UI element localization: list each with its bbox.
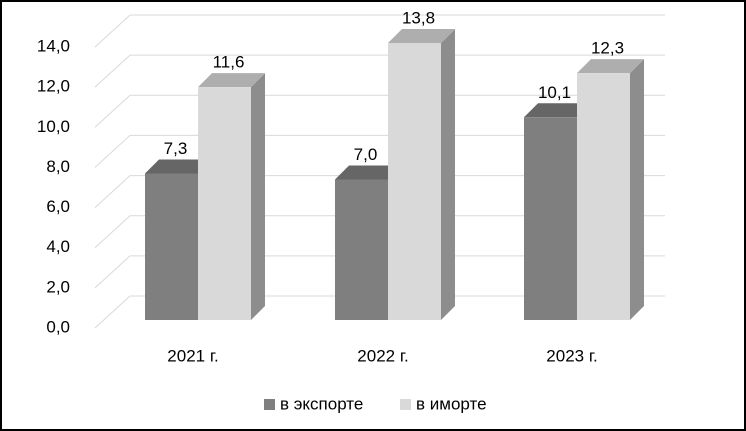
legend-label: в иморте [416,394,487,413]
bar-side [630,59,644,320]
bar-side [251,73,265,321]
value-label: 10,1 [538,83,571,102]
value-label: 13,8 [402,8,435,27]
bar [335,179,388,320]
bar [198,87,251,321]
legend-swatch [264,399,275,410]
grid-line-side [94,14,131,48]
bar-top [145,159,212,174]
value-label: 7,3 [164,139,188,158]
grid-line-side [94,295,131,329]
legend-swatch [400,399,411,410]
grid-line-side [94,135,131,168]
grid-line-side [94,94,131,128]
x-tick-label: 2023 г. [546,346,597,365]
x-tick-label: 2022 г. [357,346,408,365]
bar [524,117,577,321]
y-tick-label: 12,0 [37,77,70,96]
grid-line-side [94,175,131,208]
legend-label: в экспорте [280,394,363,413]
value-label: 12,3 [591,39,624,58]
y-tick-label: 2,0 [46,277,70,296]
x-tick-label: 2021 г. [167,346,218,365]
grid-line-side [94,215,131,249]
y-tick-label: 8,0 [46,157,70,176]
grid-line-side [94,54,131,88]
y-tick-label: 10,0 [37,117,70,136]
bar [577,73,630,320]
bar [145,173,198,320]
grid-line-side [94,255,131,289]
bar-top [577,59,644,74]
y-tick-label: 0,0 [46,317,70,336]
value-label: 7,0 [354,145,378,164]
y-tick-label: 14,0 [37,36,70,55]
y-tick-label: 4,0 [46,237,70,256]
bar-top [524,103,591,118]
bar-side [441,29,455,321]
y-tick-label: 6,0 [46,197,70,216]
bar-top [335,165,402,180]
bar-top [198,73,265,88]
value-label: 11,6 [213,53,245,72]
bar-top [388,29,455,44]
bar [388,43,441,321]
